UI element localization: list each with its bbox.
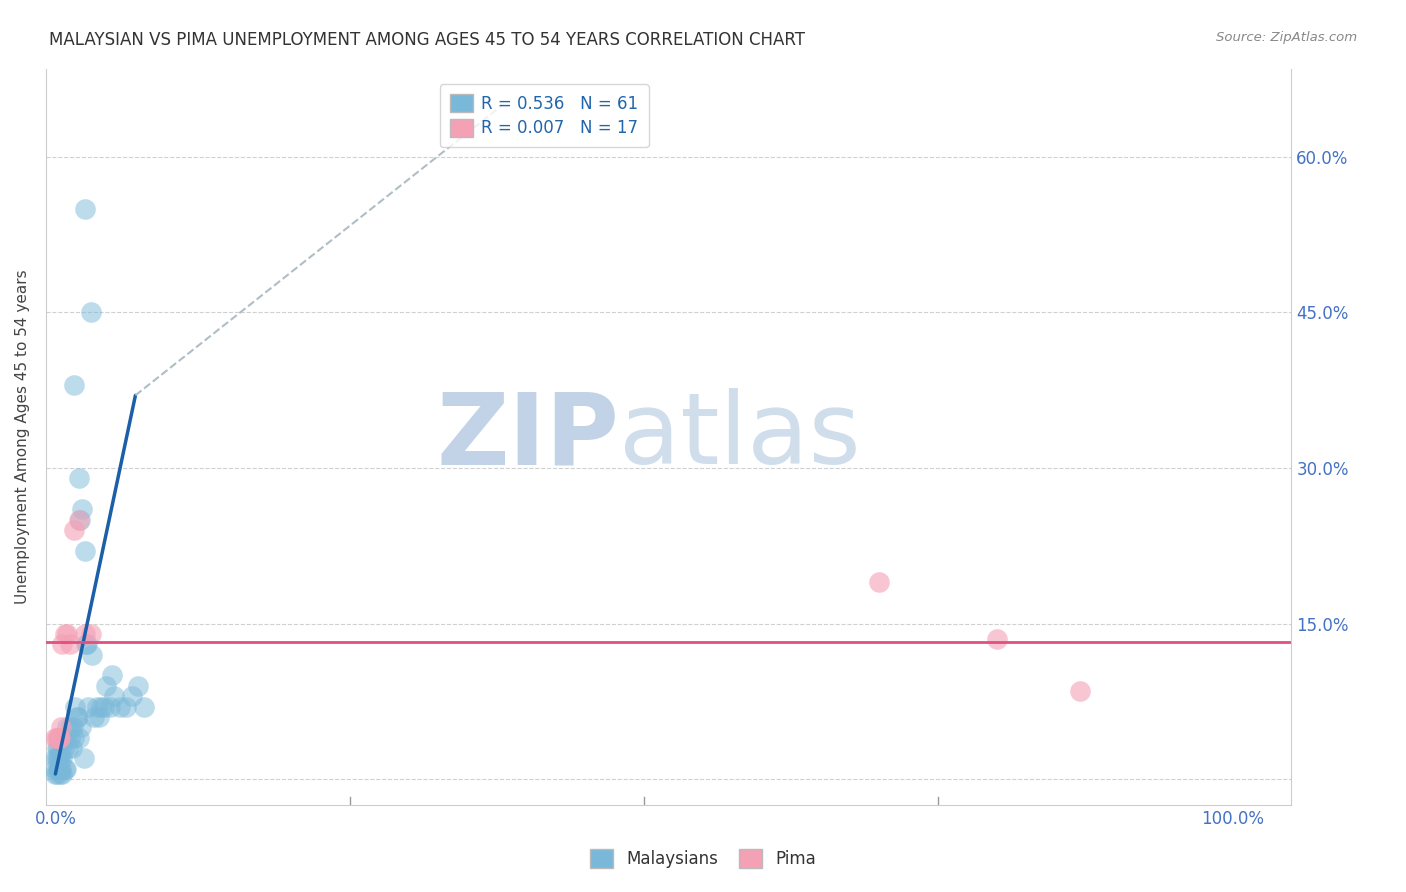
- Point: [55, 762, 77, 776]
- Point: [46, 762, 69, 776]
- Point: [55, 731, 77, 745]
- Y-axis label: Unemployment Among Ages 45 to 54 years: Unemployment Among Ages 45 to 54 years: [15, 269, 30, 604]
- Point: [72, 751, 94, 765]
- Point: [93, 699, 115, 714]
- Point: [986, 632, 1008, 646]
- Point: [53, 627, 76, 641]
- Point: [65, 710, 87, 724]
- Point: [101, 668, 124, 682]
- Point: [76, 637, 98, 651]
- Point: [46, 741, 69, 756]
- Point: [1069, 684, 1091, 698]
- Point: [86, 699, 108, 714]
- Point: [44, 762, 66, 776]
- Point: [44, 751, 66, 765]
- Point: [73, 544, 96, 558]
- Point: [46, 731, 69, 745]
- Point: [51, 751, 73, 765]
- Point: [51, 720, 73, 734]
- Point: [80, 627, 103, 641]
- Point: [56, 720, 79, 734]
- Point: [53, 731, 76, 745]
- Point: [66, 710, 89, 724]
- Point: [58, 637, 80, 651]
- Point: [52, 741, 75, 756]
- Point: [58, 731, 80, 745]
- Point: [48, 731, 70, 745]
- Legend: R = 0.536   N = 61, R = 0.007   N = 17: R = 0.536 N = 61, R = 0.007 N = 17: [440, 84, 648, 147]
- Point: [127, 679, 149, 693]
- Point: [67, 471, 90, 485]
- Point: [48, 762, 70, 776]
- Legend: Malaysians, Pima: Malaysians, Pima: [583, 843, 823, 875]
- Point: [80, 305, 103, 319]
- Point: [132, 699, 155, 714]
- Point: [49, 731, 72, 745]
- Point: [49, 751, 72, 765]
- Point: [45, 731, 67, 745]
- Point: [58, 741, 80, 756]
- Point: [48, 751, 70, 765]
- Point: [77, 699, 100, 714]
- Point: [51, 762, 73, 776]
- Point: [62, 720, 84, 734]
- Text: Source: ZipAtlas.com: Source: ZipAtlas.com: [1216, 31, 1357, 45]
- Point: [80, 648, 103, 662]
- Point: [67, 513, 90, 527]
- Point: [108, 699, 131, 714]
- Point: [46, 751, 69, 765]
- Point: [75, 637, 97, 651]
- Point: [44, 767, 66, 781]
- Point: [103, 689, 125, 703]
- Point: [53, 762, 76, 776]
- Point: [73, 627, 96, 641]
- Point: [45, 751, 67, 765]
- Point: [44, 731, 66, 745]
- Point: [60, 741, 83, 756]
- Point: [63, 731, 86, 745]
- Point: [63, 378, 86, 392]
- Text: MALAYSIAN VS PIMA UNEMPLOYMENT AMONG AGES 45 TO 54 YEARS CORRELATION CHART: MALAYSIAN VS PIMA UNEMPLOYMENT AMONG AGE…: [49, 31, 806, 49]
- Text: ZIP: ZIP: [436, 388, 619, 485]
- Point: [48, 762, 70, 776]
- Point: [45, 741, 67, 756]
- Point: [70, 720, 93, 734]
- Point: [94, 679, 117, 693]
- Point: [121, 689, 143, 703]
- Text: atlas: atlas: [619, 388, 860, 485]
- Point: [56, 627, 79, 641]
- Point: [868, 575, 890, 590]
- Point: [73, 202, 96, 216]
- Point: [49, 767, 72, 781]
- Point: [51, 767, 73, 781]
- Point: [69, 513, 91, 527]
- Point: [45, 767, 67, 781]
- Point: [63, 523, 86, 537]
- Point: [51, 741, 73, 756]
- Point: [115, 699, 138, 714]
- Point: [65, 699, 87, 714]
- Point: [59, 720, 82, 734]
- Point: [98, 699, 121, 714]
- Point: [67, 731, 90, 745]
- Point: [51, 637, 73, 651]
- Point: [90, 699, 112, 714]
- Point: [72, 502, 94, 516]
- Point: [87, 710, 110, 724]
- Point: [83, 710, 105, 724]
